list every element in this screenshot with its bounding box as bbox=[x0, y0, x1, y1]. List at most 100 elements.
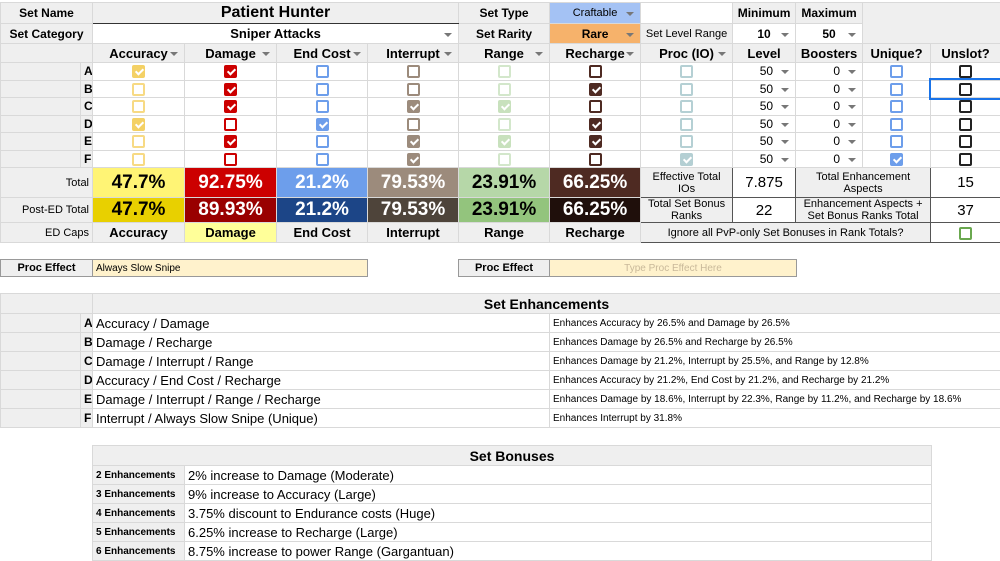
unique-checkbox[interactable] bbox=[890, 152, 904, 166]
ignore-pvp-checkbox[interactable] bbox=[959, 226, 973, 240]
boosters-dropdown[interactable]: 0 bbox=[795, 149, 864, 168]
set-rarity-dropdown[interactable]: Rare bbox=[549, 23, 642, 44]
accuracy-checkbox-cell bbox=[92, 97, 186, 116]
unique-checkbox[interactable] bbox=[890, 82, 904, 96]
interrupt-checkbox[interactable] bbox=[406, 82, 420, 96]
boosters-dropdown[interactable]: 0 bbox=[795, 97, 864, 116]
proc-io-checkbox[interactable] bbox=[680, 135, 694, 149]
boosters-dropdown[interactable]: 0 bbox=[795, 62, 864, 81]
damage-checkbox[interactable] bbox=[224, 100, 238, 114]
recharge-checkbox[interactable] bbox=[588, 152, 602, 166]
unique-checkbox-cell bbox=[862, 62, 932, 81]
level-dropdown[interactable]: 50 bbox=[732, 132, 797, 151]
end-cost-checkbox[interactable] bbox=[315, 152, 329, 166]
column-header-damage[interactable]: Damage bbox=[184, 43, 278, 63]
recharge-checkbox[interactable] bbox=[588, 100, 602, 114]
column-header-recharge[interactable]: Recharge bbox=[549, 43, 642, 63]
damage-checkbox[interactable] bbox=[224, 117, 238, 131]
end-cost-checkbox[interactable] bbox=[315, 100, 329, 114]
range-checkbox[interactable] bbox=[497, 152, 511, 166]
proc-io-checkbox[interactable] bbox=[680, 82, 694, 96]
range-checkbox[interactable] bbox=[497, 82, 511, 96]
enhancement-row: F 50 0 bbox=[0, 149, 1000, 168]
column-header-end-cost[interactable]: End Cost bbox=[276, 43, 369, 63]
interrupt-checkbox[interactable] bbox=[406, 65, 420, 79]
recharge-checkbox-cell bbox=[549, 79, 642, 98]
unslot-checkbox[interactable] bbox=[959, 135, 973, 149]
damage-checkbox[interactable] bbox=[224, 135, 238, 149]
unique-checkbox[interactable] bbox=[890, 100, 904, 114]
recharge-checkbox-cell bbox=[549, 62, 642, 81]
maximum-level-dropdown[interactable]: 50 bbox=[795, 23, 864, 44]
total-damage: 92.75% bbox=[184, 167, 278, 198]
column-header-proc-io[interactable]: Proc (IO) bbox=[640, 43, 734, 63]
end-cost-checkbox[interactable] bbox=[315, 65, 329, 79]
ed-caps-label: ED Caps bbox=[0, 222, 94, 243]
set-bonus-row: 6 Enhancements 8.75% increase to power Ra… bbox=[92, 541, 932, 561]
damage-checkbox[interactable] bbox=[224, 82, 238, 96]
level-dropdown[interactable]: 50 bbox=[732, 114, 797, 133]
proc-io-checkbox[interactable] bbox=[680, 152, 694, 166]
interrupt-checkbox[interactable] bbox=[406, 152, 420, 166]
boosters-dropdown[interactable]: 0 bbox=[795, 132, 864, 151]
accuracy-checkbox[interactable] bbox=[132, 65, 146, 79]
accuracy-checkbox[interactable] bbox=[132, 117, 146, 131]
recharge-checkbox-cell bbox=[549, 149, 642, 168]
interrupt-checkbox[interactable] bbox=[406, 100, 420, 114]
unslot-checkbox[interactable] bbox=[959, 65, 973, 79]
proc-io-checkbox[interactable] bbox=[680, 117, 694, 131]
interrupt-checkbox[interactable] bbox=[406, 117, 420, 131]
range-checkbox[interactable] bbox=[497, 117, 511, 131]
minimum-level-dropdown[interactable]: 10 bbox=[732, 23, 797, 44]
column-header-interrupt[interactable]: Interrupt bbox=[367, 43, 460, 63]
recharge-checkbox[interactable] bbox=[588, 117, 602, 131]
set-type-dropdown[interactable]: Craftable bbox=[549, 2, 642, 24]
unslot-checkbox[interactable] bbox=[959, 152, 973, 166]
unslot-checkbox[interactable] bbox=[959, 117, 973, 131]
set-name-value[interactable]: Patient Hunter bbox=[92, 2, 460, 24]
damage-checkbox[interactable] bbox=[224, 65, 238, 79]
end-cost-checkbox[interactable] bbox=[315, 82, 329, 96]
proc-io-checkbox[interactable] bbox=[680, 100, 694, 114]
range-checkbox[interactable] bbox=[497, 65, 511, 79]
end-cost-checkbox[interactable] bbox=[315, 135, 329, 149]
set-name-label: Set Name bbox=[0, 2, 94, 24]
proc-effect-input[interactable]: Always Slow Snipe bbox=[92, 259, 368, 277]
accuracy-checkbox[interactable] bbox=[132, 82, 146, 96]
recharge-checkbox[interactable] bbox=[588, 82, 602, 96]
unslot-checkbox[interactable] bbox=[959, 82, 973, 96]
interrupt-checkbox[interactable] bbox=[406, 135, 420, 149]
accuracy-checkbox[interactable] bbox=[132, 135, 146, 149]
damage-checkbox[interactable] bbox=[224, 152, 238, 166]
recharge-checkbox[interactable] bbox=[588, 65, 602, 79]
range-checkbox-cell bbox=[458, 62, 551, 81]
accuracy-checkbox[interactable] bbox=[132, 100, 146, 114]
range-checkbox[interactable] bbox=[497, 100, 511, 114]
level-range-label: Set Level Range bbox=[640, 23, 734, 44]
level-dropdown[interactable]: 50 bbox=[732, 62, 797, 81]
level-dropdown[interactable]: 50 bbox=[732, 97, 797, 116]
range-checkbox[interactable] bbox=[497, 135, 511, 149]
proc-io-checkbox[interactable] bbox=[680, 65, 694, 79]
end-cost-checkbox[interactable] bbox=[315, 117, 329, 131]
level-dropdown[interactable]: 50 bbox=[732, 149, 797, 168]
set-category-dropdown[interactable]: Sniper Attacks bbox=[92, 23, 460, 44]
unslot-checkbox[interactable] bbox=[959, 100, 973, 114]
unique-checkbox[interactable] bbox=[890, 117, 904, 131]
accuracy-checkbox[interactable] bbox=[132, 152, 146, 166]
bonus-description: 6.25% increase to Recharge (Large) bbox=[184, 522, 932, 542]
enhancement-row: E 50 0 bbox=[0, 132, 1000, 151]
column-header-range[interactable]: Range bbox=[458, 43, 551, 63]
recharge-checkbox[interactable] bbox=[588, 135, 602, 149]
unique-checkbox[interactable] bbox=[890, 65, 904, 79]
unique-checkbox[interactable] bbox=[890, 135, 904, 149]
end-cost-checkbox-cell bbox=[276, 114, 369, 133]
boosters-dropdown[interactable]: 0 bbox=[795, 114, 864, 133]
column-header-accuracy[interactable]: Accuracy bbox=[92, 43, 186, 63]
proc-io-checkbox-cell bbox=[640, 97, 734, 116]
proc-effect-input-2[interactable]: Type Proc Effect Here bbox=[549, 259, 797, 277]
level-dropdown[interactable]: 50 bbox=[732, 79, 797, 98]
unique-checkbox-cell bbox=[862, 79, 932, 98]
set-enhancements-title: Set Enhancements bbox=[91, 293, 1000, 314]
boosters-dropdown[interactable]: 0 bbox=[795, 79, 864, 98]
